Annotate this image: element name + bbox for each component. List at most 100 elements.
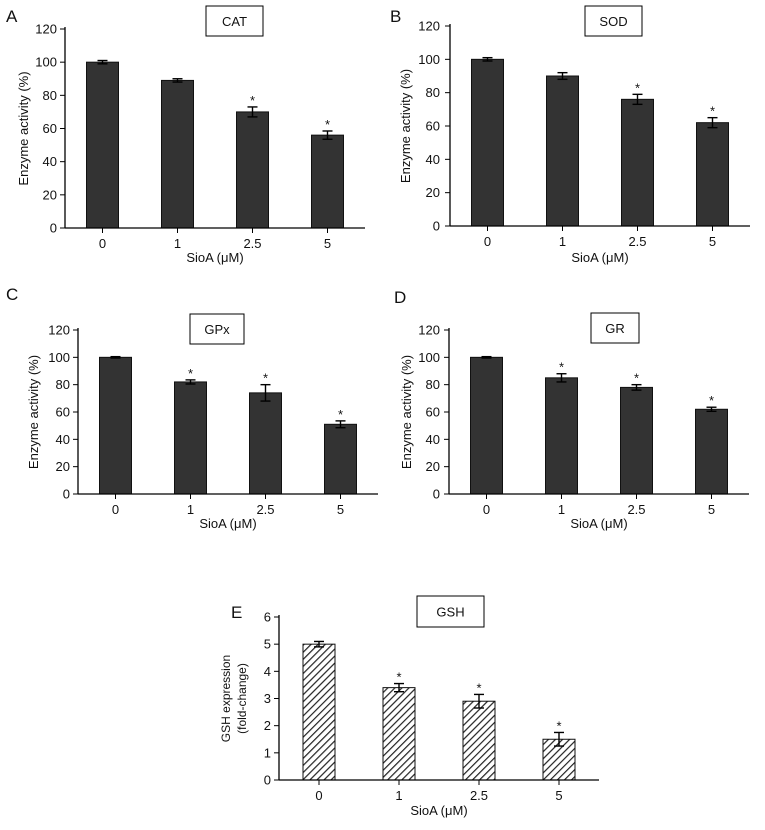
x-axis-label-c: SioA (μM) bbox=[199, 516, 256, 531]
y-tick-label-c-20: 20 bbox=[56, 459, 70, 474]
y-tick-label-b-20: 20 bbox=[426, 185, 440, 200]
bar-c-2.5 bbox=[249, 392, 282, 495]
y-tick-label-d-120: 120 bbox=[418, 323, 440, 338]
significance-star-c-5: * bbox=[338, 407, 343, 422]
y-tick-label-c-120: 120 bbox=[48, 323, 70, 338]
y-axis-label-d: Enzyme activity (%) bbox=[399, 355, 414, 469]
bar-e-1 bbox=[382, 687, 416, 781]
y-tick-label-e-2: 2 bbox=[264, 718, 271, 733]
significance-star-a-2.5: * bbox=[250, 93, 255, 108]
bar-e-2.5 bbox=[462, 700, 496, 781]
x-tick-label-e-5: 5 bbox=[555, 788, 562, 803]
y-axis-label-e-line1: GSH expression bbox=[219, 655, 233, 742]
y-tick-label-b-40: 40 bbox=[426, 152, 440, 167]
x-tick-label-a-5: 5 bbox=[324, 236, 331, 251]
significance-star-e-5: * bbox=[556, 718, 561, 733]
y-tick-label-e-1: 1 bbox=[264, 745, 271, 760]
x-tick-label-e-1: 1 bbox=[395, 788, 402, 803]
y-tick-label-e-4: 4 bbox=[264, 664, 271, 679]
x-tick-label-b-0: 0 bbox=[484, 234, 491, 249]
bar-c-1 bbox=[174, 381, 207, 495]
y-tick-label-d-60: 60 bbox=[426, 405, 440, 420]
x-tick-label-b-1: 1 bbox=[559, 234, 566, 249]
y-tick-label-e-5: 5 bbox=[264, 637, 271, 652]
y-tick-label-a-20: 20 bbox=[43, 187, 57, 202]
x-tick-label-b-5: 5 bbox=[709, 234, 716, 249]
y-tick-label-d-100: 100 bbox=[418, 350, 440, 365]
bar-d-2.5 bbox=[620, 386, 653, 495]
significance-star-e-1: * bbox=[396, 670, 401, 685]
x-tick-label-e-2.5: 2.5 bbox=[470, 788, 488, 803]
x-tick-label-e-0: 0 bbox=[315, 788, 322, 803]
y-tick-label-a-0: 0 bbox=[50, 221, 57, 236]
y-tick-label-e-6: 6 bbox=[264, 610, 271, 625]
chart-title-box-a bbox=[205, 5, 264, 37]
significance-star-d-5: * bbox=[709, 393, 714, 408]
chart-title-b: SOD bbox=[599, 14, 627, 29]
bar-d-0 bbox=[470, 356, 503, 495]
significance-star-c-2.5: * bbox=[263, 371, 268, 386]
significance-star-a-5: * bbox=[325, 117, 330, 132]
x-tick-label-c-2.5: 2.5 bbox=[256, 502, 274, 517]
bar-b-1 bbox=[546, 75, 579, 227]
y-tick-label-d-20: 20 bbox=[426, 459, 440, 474]
y-tick-label-d-80: 80 bbox=[426, 377, 440, 392]
x-axis-label-a: SioA (μM) bbox=[186, 250, 243, 265]
chart-title-d: GR bbox=[605, 321, 625, 336]
significance-star-e-2.5: * bbox=[476, 680, 481, 695]
bar-d-1 bbox=[545, 377, 578, 495]
x-tick-label-d-0: 0 bbox=[483, 502, 490, 517]
significance-star-c-1: * bbox=[188, 366, 193, 381]
x-tick-label-a-2.5: 2.5 bbox=[243, 236, 261, 251]
significance-star-d-1: * bbox=[559, 360, 564, 375]
y-tick-label-b-80: 80 bbox=[426, 85, 440, 100]
y-tick-label-a-120: 120 bbox=[35, 22, 57, 37]
bar-a-0 bbox=[86, 61, 119, 229]
y-tick-label-b-100: 100 bbox=[418, 52, 440, 67]
x-axis-label-b: SioA (μM) bbox=[571, 250, 628, 265]
y-tick-label-b-120: 120 bbox=[418, 19, 440, 34]
chart-title-box-c bbox=[189, 313, 245, 345]
y-axis-label-c: Enzyme activity (%) bbox=[26, 355, 41, 469]
significance-star-b-5: * bbox=[710, 104, 715, 119]
x-tick-label-d-5: 5 bbox=[708, 502, 715, 517]
y-tick-label-e-3: 3 bbox=[264, 691, 271, 706]
y-tick-label-b-60: 60 bbox=[426, 119, 440, 134]
x-axis-label-d: SioA (μM) bbox=[570, 516, 627, 531]
x-tick-label-c-5: 5 bbox=[337, 502, 344, 517]
y-tick-label-c-0: 0 bbox=[63, 487, 70, 502]
bar-a-2.5 bbox=[236, 111, 269, 229]
x-tick-label-a-1: 1 bbox=[174, 236, 181, 251]
y-tick-label-d-0: 0 bbox=[433, 487, 440, 502]
chart-title-box-e bbox=[416, 595, 485, 628]
chart-title-e: GSH bbox=[436, 605, 464, 620]
chart-title-a: CAT bbox=[222, 14, 247, 29]
x-tick-label-d-2.5: 2.5 bbox=[627, 502, 645, 517]
y-axis-label-e-line2: (fold-change) bbox=[235, 663, 249, 734]
panel-letter-d: D bbox=[394, 288, 406, 307]
y-tick-label-c-40: 40 bbox=[56, 432, 70, 447]
y-tick-label-b-0: 0 bbox=[433, 219, 440, 234]
bar-c-0 bbox=[99, 356, 132, 495]
bar-c-5 bbox=[324, 423, 357, 495]
chart-title-box-d bbox=[590, 312, 640, 344]
bar-d-5 bbox=[695, 408, 728, 495]
y-tick-label-c-80: 80 bbox=[56, 377, 70, 392]
panel-letter-c: C bbox=[6, 285, 18, 304]
x-tick-label-b-2.5: 2.5 bbox=[628, 234, 646, 249]
x-tick-label-c-1: 1 bbox=[187, 502, 194, 517]
x-axis-label-e: SioA (μM) bbox=[410, 803, 467, 818]
y-axis-label-a: Enzyme activity (%) bbox=[16, 71, 31, 185]
bar-b-5 bbox=[696, 122, 729, 227]
y-tick-label-a-60: 60 bbox=[43, 121, 57, 136]
significance-star-b-2.5: * bbox=[635, 80, 640, 95]
panel-letter-e: E bbox=[231, 603, 242, 622]
bar-e-0 bbox=[302, 643, 336, 781]
y-tick-label-a-40: 40 bbox=[43, 154, 57, 169]
x-tick-label-c-0: 0 bbox=[112, 502, 119, 517]
y-tick-label-c-60: 60 bbox=[56, 405, 70, 420]
panel-letter-a: A bbox=[6, 7, 18, 26]
x-tick-label-d-1: 1 bbox=[558, 502, 565, 517]
bar-a-1 bbox=[161, 79, 194, 229]
